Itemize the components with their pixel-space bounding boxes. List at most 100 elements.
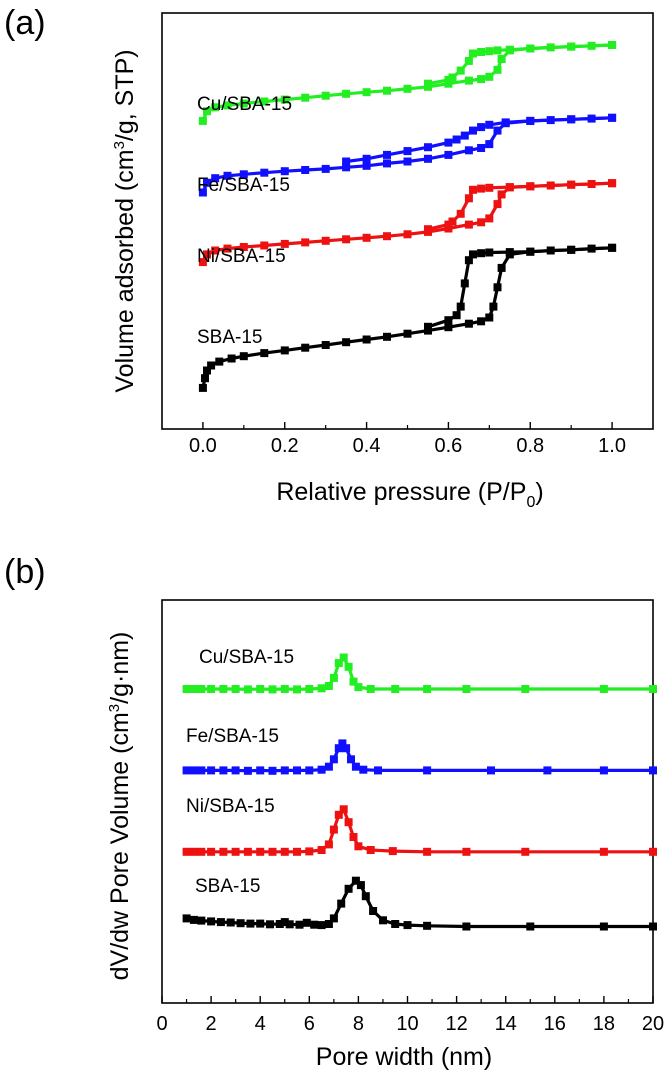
panel-a-ni-sba-15-adsorption-point <box>301 238 310 247</box>
panel-a-fe-sba-15-desorption-point <box>383 150 391 159</box>
panel-a-ni-sba-15-adsorption-point <box>211 246 220 255</box>
panel-b-ni-sba-15-points-point <box>344 818 353 827</box>
panel-a-sba-15-adsorption-point <box>497 263 506 272</box>
panel-b-fe-sba-15-points-point <box>324 762 333 771</box>
panel-a-ni-sba-15-desorption-point <box>424 225 432 234</box>
panel-b-fe-sba-15-points-point <box>182 766 191 775</box>
panel-a-fe-sba-15-adsorption-point <box>223 171 232 180</box>
panel-a-fe-sba-15-adsorption-point <box>403 157 412 166</box>
panel-b-cu-sba-15-points-point <box>231 685 240 693</box>
panel-b-x-tick-label: 0 <box>156 1013 167 1035</box>
panel-a-y-axis-title: Volume adsorbed (cm3/g, STP) <box>111 49 139 392</box>
panel-a-fe-sba-15-adsorption-point <box>485 140 494 149</box>
panel-a-x-tick-label: 0.4 <box>353 435 381 457</box>
panel-b-ni-sba-15-points-point <box>305 847 314 856</box>
panel-a-ni-sba-15-desorption-point <box>485 183 494 192</box>
panel-b-ni-sba-15-points-point <box>243 847 252 856</box>
panel-a-ni-sba-15-desorption-point <box>608 179 617 188</box>
panel-b-sba-15-points-point <box>324 920 333 928</box>
panel-a-cu-sba-15-adsorption-point <box>485 72 494 81</box>
panel-a-cu-sba-15-label: Cu/SBA-15 <box>197 94 292 115</box>
panel-b-fe-sba-15-points-point <box>268 766 277 775</box>
panel-b-cu-sba-15-points-point <box>305 685 314 693</box>
panel-a-sba-15-desorption-point <box>526 247 535 256</box>
panel-b-ni-sba-15-label: Ni/SBA-15 <box>186 796 275 817</box>
panel-a-fe-sba-15-desorption-point <box>567 115 576 124</box>
panel-a-fe-sba-15-adsorption-point <box>301 166 310 174</box>
panel-b-sba-15-points-point <box>379 916 387 925</box>
panel-a-cu-sba-15-adsorption-point <box>223 101 232 110</box>
panel-a-x-tick-label: 0.2 <box>271 435 299 457</box>
panel-a-sba-15-desorption-point <box>505 248 514 257</box>
panel-a-sba-15-adsorption-point <box>493 283 502 292</box>
panel-a-fe-sba-15-desorption-point <box>342 157 351 166</box>
panel-b-fe-sba-15-points-point <box>317 765 326 774</box>
panel-a-fe-sba-15-desorption-point <box>526 116 535 125</box>
panel-b-sba-15-points-point <box>423 921 432 930</box>
panel-b-cu-sba-15-points-point <box>293 685 301 694</box>
panel-a-sba-15-adsorption-point <box>362 335 371 344</box>
panel-a-cu-sba-15-adsorption-point <box>239 99 248 108</box>
panel-b-fe-sba-15-points-point <box>649 766 657 775</box>
panel-b-cu-sba-15-points-point <box>649 685 657 693</box>
panel-b-ni-sba-15-points-point <box>219 847 228 856</box>
panel-a-ni-sba-15-adsorption-point <box>497 190 506 199</box>
panel-a-cu-sba-15-adsorption-point <box>497 55 506 63</box>
panel-b-sba-15-points-point <box>403 921 412 930</box>
panel-b-sba-15-points-point <box>275 920 284 928</box>
panel-a-fe-sba-15-adsorption-point <box>464 146 473 155</box>
panel-b-fe-sba-15-points-point <box>359 765 368 774</box>
panel-a-fe-sba-15-adsorption-point <box>362 161 371 170</box>
panel-b-ni-sba-15-points-point <box>462 847 471 856</box>
panel-a-fe-sba-15-adsorption-point <box>342 163 351 172</box>
panel-a-fe-sba-15-adsorption-point <box>493 126 502 135</box>
panel-a-ni-sba-15-adsorption-point <box>223 244 232 253</box>
panel-a-fe-sba-15-label: Fe/SBA-15 <box>197 175 290 196</box>
panel-a-cu-sba-15-adsorption-point <box>383 86 391 95</box>
panel-a-cu-sba-15-adsorption-point <box>362 88 371 97</box>
panel-a-fe-sba-15-desorption-point <box>452 135 461 144</box>
panel-b-x-tick-label: 10 <box>396 1013 418 1035</box>
panel-a-cu-sba-15-desorption-point <box>493 46 502 55</box>
panel-a-ni-sba-15-desorption-point <box>456 209 465 218</box>
panel-a-ni-sba-15-desorption-point <box>464 194 473 203</box>
panel-b-sba-15-points-point <box>256 919 265 928</box>
panel-a-ni-sba-15-label: Ni/SBA-15 <box>197 246 286 267</box>
panel-a-sba-15-adsorption-point <box>203 366 211 375</box>
panel-b-sba-15-points-point <box>189 915 198 924</box>
panel-b-sba-15-points-point <box>361 892 370 901</box>
panel-b-ni-sba-15-points-point <box>268 847 277 856</box>
panel-a-fe-sba-15-desorption-point <box>403 147 412 156</box>
panel-a-cu-sba-15-adsorption-point <box>493 65 502 74</box>
panel-b-sba-15-points-point <box>280 918 289 927</box>
panel-b-sba-15-points-point <box>462 922 471 931</box>
panel-a-ni-sba-15-adsorption-point <box>203 250 211 259</box>
panel-b-ni-sba-15-points-point <box>599 847 608 856</box>
panel-a-fe-sba-15-adsorption-point <box>239 170 248 179</box>
panel-b-x-axis-title: Pore width (nm) <box>316 1043 492 1071</box>
panel-b-fe-sba-15-points-point <box>599 766 608 775</box>
panel-b-curves <box>182 653 657 931</box>
panel-b-sba-15-points-point <box>344 884 353 893</box>
panel-a-cu-sba-15-desorption-point <box>456 66 465 75</box>
panel-a-cu-sba-15-desorption-point <box>608 41 617 49</box>
panel-a-sba-15-desorption-point <box>469 250 477 259</box>
panel-a-fe-sba-15-adsorption-point <box>203 178 211 187</box>
panel-b-series-labels: Cu/SBA-15 Fe/SBA-15 Ni/SBA-15 SBA-15 <box>186 647 294 897</box>
panel-a-sba-15-desorption-point <box>485 248 494 257</box>
panel-b-cu-sba-15-points-point <box>256 685 265 693</box>
panel-a-cu-sba-15-adsorption-point <box>342 89 351 98</box>
panel-b-x-tick-label: 14 <box>495 1013 517 1035</box>
panel-a-ni-sba-15-adsorption-point <box>403 230 412 239</box>
panel-a-sba-15-adsorption-point <box>477 317 486 326</box>
panel-a-ni-sba-15-desorption-point <box>505 183 514 192</box>
panel-b-sba-15-points-point <box>329 914 338 923</box>
panel-b-ni-sba-15-points-point <box>339 805 348 814</box>
panel-b-x-tick-label: 12 <box>445 1013 467 1035</box>
panel-b-ni-sba-15-points-point <box>324 840 333 849</box>
panel-b-x-tick-label: 16 <box>544 1013 566 1035</box>
panel-a-cu-sba-15-adsorption-point <box>477 75 486 84</box>
panel-a-ni-sba-15-desorption-point <box>567 180 576 189</box>
panel-b-ni-sba-15-points-point <box>231 847 240 856</box>
panel-a-label: (a) <box>4 4 46 42</box>
